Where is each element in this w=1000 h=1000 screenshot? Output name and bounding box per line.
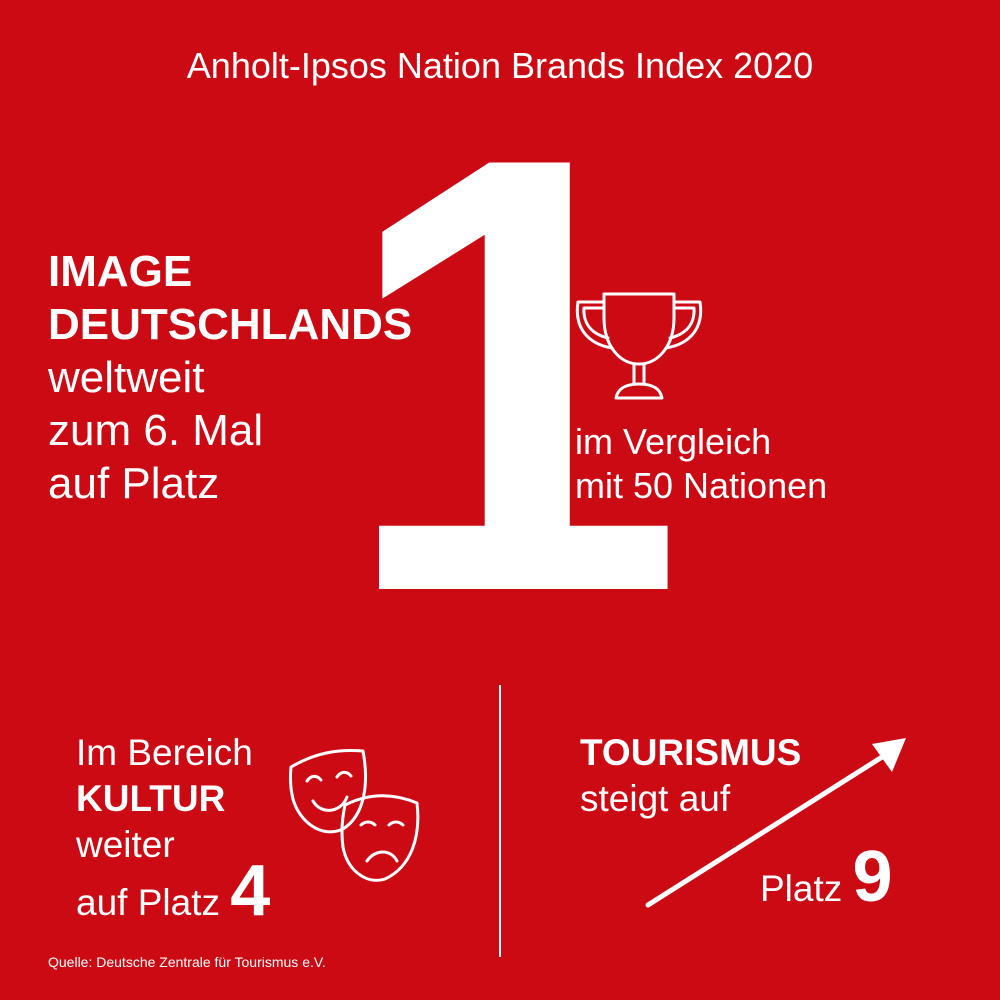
headline: IMAGE DEUTSCHLANDS weltweit zum 6. Mal a… — [48, 245, 428, 510]
divider — [499, 685, 501, 957]
rising-arrow-icon — [645, 738, 906, 908]
headline-line-3: weltweit — [48, 353, 205, 402]
tourism-line-2: steigt auf — [580, 778, 731, 819]
headline-line-1: IMAGE — [48, 247, 193, 296]
tourism-line-1: TOURISMUS — [580, 732, 802, 773]
culture-line-3: weiter — [76, 824, 175, 865]
comparison-line-2: mit 50 Nationen — [575, 465, 828, 506]
trophy-icon — [575, 292, 703, 400]
headline-line-2: DEUTSCHLANDS — [48, 300, 413, 349]
tourism-block: TOURISMUS steigt auf — [580, 730, 840, 822]
big-rank-number: 1 — [340, 29, 685, 721]
culture-last-line: auf Platz 4 — [76, 855, 336, 927]
theater-masks-icon — [288, 749, 420, 882]
comparison-text: im Vergleich mit 50 Nationen — [575, 420, 895, 508]
culture-line-2: KULTUR — [76, 778, 226, 819]
culture-line-1: Im Bereich — [76, 732, 253, 773]
culture-line-4: auf Platz — [76, 882, 220, 923]
culture-rank: 4 — [230, 851, 271, 931]
culture-block: Im Bereich KULTUR weiter auf Platz 4 — [76, 730, 336, 927]
page-title: Anholt-Ipsos Nation Brands Index 2020 — [186, 45, 814, 86]
tourism-line-3: Platz — [760, 868, 843, 909]
headline-line-5: auf Platz — [48, 459, 220, 508]
tourism-rank-line: Platz 9 — [760, 841, 920, 924]
source-note: Quelle: Deutsche Zentrale für Tourismus … — [48, 954, 326, 970]
comparison-line-1: im Vergleich — [575, 421, 772, 462]
tourism-rank: 9 — [852, 837, 893, 917]
headline-line-4: zum 6. Mal — [48, 406, 264, 455]
